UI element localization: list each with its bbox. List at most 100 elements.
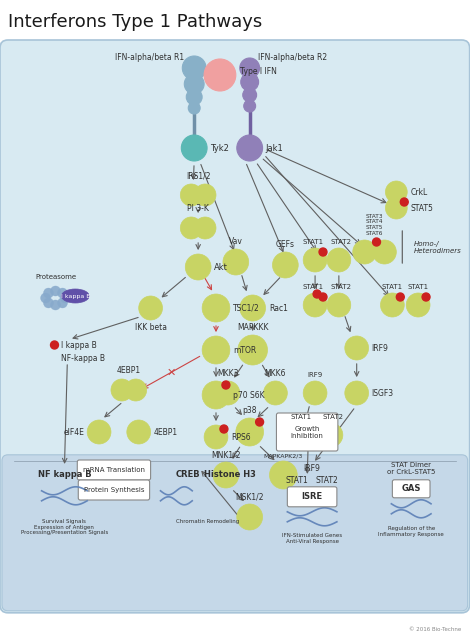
- Text: MAPKAPK2/3: MAPKAPK2/3: [264, 453, 303, 458]
- Text: Histone H3: Histone H3: [204, 470, 256, 479]
- Text: p70 S6K: p70 S6K: [233, 390, 264, 399]
- Text: © 2016 Bio-Techne: © 2016 Bio-Techne: [410, 627, 462, 632]
- Text: Survival Signals
Expression of Antigen
Processing/Presentation Signals: Survival Signals Expression of Antigen P…: [21, 519, 108, 536]
- Text: Jak1: Jak1: [265, 143, 283, 152]
- Text: STAT Dimer
or CrkL-STAT5: STAT Dimer or CrkL-STAT5: [387, 462, 436, 476]
- Circle shape: [204, 59, 236, 91]
- Circle shape: [111, 379, 133, 401]
- Circle shape: [237, 135, 263, 161]
- Text: Protein Synthesis: Protein Synthesis: [84, 487, 144, 493]
- Text: NF-kappa B: NF-kappa B: [62, 353, 105, 362]
- Text: STAT1: STAT1: [382, 284, 403, 290]
- Circle shape: [44, 298, 54, 308]
- Text: Chromatin Remodeling: Chromatin Remodeling: [176, 519, 240, 524]
- Circle shape: [184, 74, 204, 94]
- Circle shape: [241, 73, 259, 91]
- Circle shape: [44, 288, 54, 298]
- Text: GAS: GAS: [401, 484, 421, 493]
- Circle shape: [292, 423, 315, 447]
- Text: IFN-alpha/beta R1: IFN-alpha/beta R1: [115, 52, 184, 61]
- Circle shape: [345, 381, 369, 405]
- Text: RPS6: RPS6: [231, 433, 250, 442]
- Circle shape: [127, 420, 151, 444]
- Circle shape: [244, 100, 255, 112]
- Text: I kappa B: I kappa B: [62, 340, 97, 349]
- Circle shape: [400, 198, 408, 206]
- Text: Akt: Akt: [214, 262, 228, 271]
- Circle shape: [353, 240, 376, 264]
- Circle shape: [139, 296, 163, 320]
- Text: GEFs: GEFs: [276, 240, 295, 249]
- Circle shape: [264, 381, 287, 405]
- Circle shape: [194, 184, 216, 206]
- Text: IFN-alpha/beta R2: IFN-alpha/beta R2: [257, 52, 327, 61]
- Circle shape: [223, 249, 249, 275]
- Circle shape: [422, 293, 430, 301]
- Circle shape: [182, 135, 207, 161]
- Text: IRF9: IRF9: [372, 344, 388, 353]
- Text: CREB: CREB: [176, 470, 201, 479]
- Circle shape: [220, 425, 228, 433]
- Text: MNK1/2: MNK1/2: [211, 450, 241, 459]
- Text: mTOR: mTOR: [233, 346, 256, 355]
- Circle shape: [406, 293, 430, 317]
- FancyBboxPatch shape: [276, 413, 338, 451]
- Circle shape: [204, 425, 228, 449]
- Text: MKK3: MKK3: [217, 369, 238, 378]
- Circle shape: [180, 184, 202, 206]
- Text: 4EBP1: 4EBP1: [154, 428, 178, 436]
- Circle shape: [51, 286, 61, 296]
- Circle shape: [243, 88, 256, 102]
- Text: Vav: Vav: [229, 237, 243, 246]
- Circle shape: [238, 335, 267, 365]
- Text: STAT1: STAT1: [286, 476, 309, 485]
- FancyBboxPatch shape: [77, 460, 151, 480]
- Text: IFN-Stimulated Genes
Anti-Viral Response: IFN-Stimulated Genes Anti-Viral Response: [282, 532, 342, 543]
- Text: p38: p38: [242, 406, 257, 415]
- Text: MSK1/2: MSK1/2: [236, 492, 264, 501]
- Circle shape: [303, 293, 327, 317]
- Circle shape: [202, 336, 230, 364]
- Text: ✕: ✕: [166, 367, 175, 378]
- Text: STAT1: STAT1: [408, 284, 428, 290]
- Circle shape: [396, 293, 404, 301]
- Circle shape: [202, 381, 230, 409]
- Circle shape: [202, 294, 230, 322]
- FancyBboxPatch shape: [78, 480, 150, 500]
- Text: STAT1: STAT1: [302, 284, 324, 290]
- Circle shape: [87, 420, 111, 444]
- Circle shape: [51, 300, 61, 310]
- Circle shape: [57, 288, 67, 298]
- Circle shape: [240, 295, 265, 321]
- Circle shape: [182, 56, 206, 80]
- Circle shape: [385, 197, 407, 219]
- Text: IKK beta: IKK beta: [135, 323, 166, 332]
- Text: ISGF3: ISGF3: [372, 388, 394, 397]
- Circle shape: [273, 252, 298, 278]
- Text: IRF9: IRF9: [304, 464, 320, 474]
- Text: eIF4E: eIF4E: [64, 428, 84, 436]
- Circle shape: [236, 418, 264, 446]
- Text: Proteasome: Proteasome: [35, 274, 76, 280]
- Circle shape: [270, 461, 297, 489]
- Text: STAT1: STAT1: [291, 414, 312, 420]
- Text: STAT2: STAT2: [322, 414, 344, 420]
- Circle shape: [373, 238, 381, 246]
- Circle shape: [345, 336, 369, 360]
- Circle shape: [57, 298, 67, 308]
- Text: STAT5: STAT5: [410, 204, 433, 212]
- Circle shape: [185, 254, 211, 280]
- Circle shape: [385, 181, 407, 203]
- Circle shape: [194, 217, 216, 239]
- Text: IRS1/2: IRS1/2: [186, 171, 210, 180]
- Circle shape: [125, 379, 146, 401]
- Circle shape: [61, 293, 70, 303]
- Ellipse shape: [62, 289, 89, 303]
- Text: Growth
Inhibition: Growth Inhibition: [291, 426, 324, 438]
- Circle shape: [41, 293, 51, 303]
- Circle shape: [319, 248, 327, 256]
- Circle shape: [313, 290, 321, 298]
- Circle shape: [213, 462, 239, 488]
- FancyBboxPatch shape: [392, 480, 430, 498]
- Text: Type I IFN: Type I IFN: [240, 67, 277, 76]
